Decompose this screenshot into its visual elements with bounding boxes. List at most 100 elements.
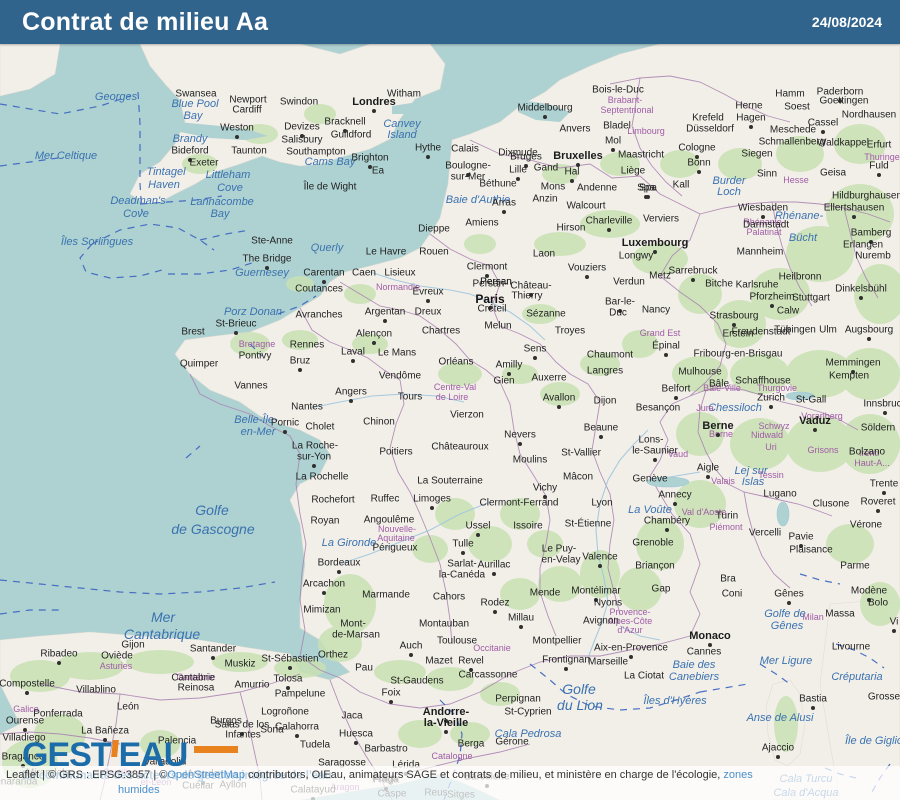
map-city-dot (518, 442, 522, 446)
map-city-dot (57, 661, 61, 665)
map-canvas[interactable]: Mer Celtique Georges Blue Pool Bay Brandy Tin… (0, 44, 900, 800)
map-city-dot (594, 598, 598, 602)
map-city-dot (697, 170, 701, 174)
map-city-dot (706, 475, 710, 479)
map-city-dot (389, 700, 393, 704)
map-basemap-svg (0, 44, 900, 800)
map-city-dot (618, 309, 622, 313)
map-city-dot (211, 656, 215, 660)
map-city-dot (485, 274, 489, 278)
app-header: Contrat de milieu Aa 24/08/2024 (0, 0, 900, 44)
map-city-dot (607, 228, 611, 232)
map-city-dot (322, 591, 326, 595)
map-city-dot (653, 250, 657, 254)
map-city-dot (673, 502, 677, 506)
map-city-dot (354, 741, 358, 745)
map-city-dot (838, 99, 842, 103)
map-city-dot (103, 738, 107, 742)
map-city-dot (295, 734, 299, 738)
logo-accent-mark (110, 739, 119, 757)
map-city-dot (502, 210, 506, 214)
map-city-dot (716, 433, 720, 437)
page-title: Contrat de milieu Aa (22, 7, 269, 36)
map-city-dot (288, 666, 292, 670)
map-city-dot (770, 304, 774, 308)
map-city-dot (557, 405, 561, 409)
map-city-dot (585, 275, 589, 279)
map-city-dot (493, 610, 497, 614)
attribution-rest-text: contributors, OIEau, animateurs SAGE et … (245, 769, 724, 781)
map-city-dot (695, 155, 699, 159)
map-city-dot (461, 551, 465, 555)
map-city-dot (430, 506, 434, 510)
map-city-dot (372, 109, 376, 113)
map-city-dot (469, 668, 473, 672)
map-city-dot (519, 625, 523, 629)
map-city-dot (337, 570, 341, 574)
map-city-dot (691, 278, 695, 282)
map-city-dot (611, 148, 615, 152)
map-city-dot (564, 667, 568, 671)
map-city-dot (599, 435, 603, 439)
map-city-dot (409, 653, 413, 657)
header-date: 24/08/2024 (811, 14, 882, 30)
map-city-dot (507, 372, 511, 376)
map-city-dot (524, 164, 528, 168)
map-city-dot (708, 643, 712, 647)
attribution-humides-link[interactable]: humides (118, 784, 160, 796)
map-city-dot (343, 129, 347, 133)
map-city-dot (859, 296, 863, 300)
map-city-dot (653, 458, 657, 462)
map-city-dot (664, 353, 668, 357)
map-city-dot (576, 163, 580, 167)
map-city-dot (732, 323, 736, 327)
map-city-dot (466, 173, 470, 177)
logo-orange-bar (194, 746, 239, 753)
map-city-dot (444, 730, 448, 734)
attribution-osm-link[interactable]: OpenStreetMap (167, 769, 245, 781)
map-city-dot (674, 396, 678, 400)
map-city-dot (570, 179, 574, 183)
map-city-dot (444, 719, 448, 723)
map-city-dot (799, 544, 803, 548)
map-city-dot (533, 356, 537, 360)
attribution-line-2: humides (6, 783, 896, 798)
map-city-dot (25, 691, 29, 695)
attribution-leaflet-text: Leaflet | © GRS : EPSG:3857 | © (6, 769, 168, 781)
map-city-dot (300, 134, 304, 138)
map-city-dot (235, 135, 239, 139)
map-city-dot (629, 655, 633, 659)
map-city-dot (426, 299, 430, 303)
map-attribution: Leaflet | © GRS : EPSG:3857 | ©OpenStree… (0, 766, 900, 800)
map-city-dot (492, 572, 496, 576)
map-city-dot (476, 533, 480, 537)
attribution-zones-link[interactable]: zones (723, 769, 753, 781)
map-city-dot (761, 215, 765, 219)
map-city-dot (312, 464, 316, 468)
map-city-dot (769, 405, 773, 409)
map-city-dot (372, 341, 376, 345)
map-city-dot (283, 430, 287, 434)
map-city-dot (811, 706, 815, 710)
map-city-dot (529, 293, 533, 297)
map-city-dot (516, 177, 520, 181)
map-city-dot (426, 155, 430, 159)
map-city-dot (351, 359, 355, 363)
map-city-dot (543, 115, 547, 119)
map-city-dot (867, 337, 871, 341)
map-city-dot (349, 399, 353, 403)
map-city-dot (23, 728, 27, 732)
map-city-dot (852, 215, 856, 219)
map-city-dot (368, 165, 372, 169)
map-city-dot (749, 125, 753, 129)
map-city-dot (813, 428, 817, 432)
map-city-dot (869, 240, 873, 244)
map-city-dot (877, 173, 881, 177)
map-city-dot (188, 158, 192, 162)
map-city-dot (286, 686, 290, 690)
map-city-dot (322, 280, 326, 284)
map-city-dot (851, 370, 855, 374)
map-city-dot (821, 130, 825, 134)
map-city-dot (543, 495, 547, 499)
map-city-dot (298, 368, 302, 372)
